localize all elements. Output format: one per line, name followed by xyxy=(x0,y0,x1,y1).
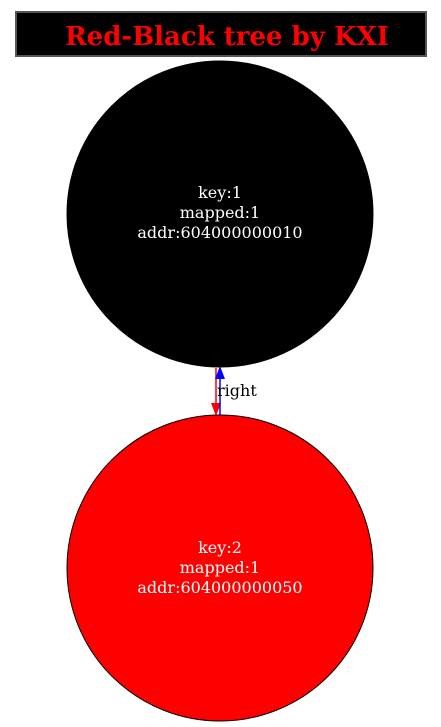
tree-node-red: key:2 mapped:1 addr:604000000050 xyxy=(66,414,374,722)
node-mapped-text: mapped:1 xyxy=(180,203,260,222)
title-banner: Red-Black tree by KXI xyxy=(15,11,427,57)
edge-right: right xyxy=(211,366,257,416)
node-circle xyxy=(66,60,374,368)
node-addr-text: addr:604000000010 xyxy=(137,223,302,242)
node-key-text: key:2 xyxy=(198,538,242,557)
edge-forward-arrowhead xyxy=(211,403,221,416)
node-addr-text: addr:604000000050 xyxy=(137,578,302,597)
edge-label: right xyxy=(217,381,257,400)
node-circle xyxy=(66,414,374,722)
title-background xyxy=(15,11,427,57)
tree-node-black: key:1 mapped:1 addr:604000000010 xyxy=(66,60,374,368)
diagram-title: Red-Black tree by KXI xyxy=(65,22,389,52)
node-mapped-text: mapped:1 xyxy=(180,558,260,577)
edge-back-arrowhead xyxy=(215,366,225,379)
node-key-text: key:1 xyxy=(198,183,242,202)
